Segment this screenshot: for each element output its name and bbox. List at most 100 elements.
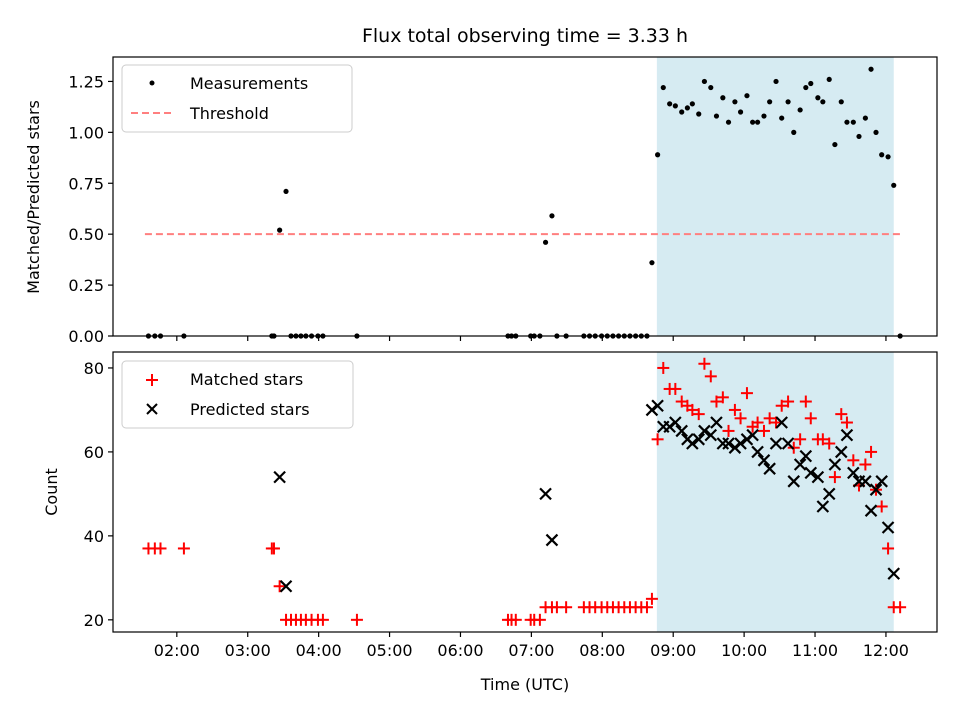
predicted-star-point: [840, 428, 854, 442]
measurement-point: [679, 109, 685, 115]
predicted-star-point: [804, 466, 818, 480]
legend-label-matched: Matched stars: [190, 370, 303, 389]
count-y-axis-label: Count: [42, 468, 61, 516]
matched-star-point: [710, 395, 723, 408]
matched-star-point: [751, 416, 764, 429]
x-axis-label: Time (UTC): [480, 675, 569, 694]
measurement-point: [885, 154, 891, 160]
matched-star-point: [859, 458, 872, 471]
matched-star-point: [154, 542, 167, 555]
predicted-star-point: [751, 445, 764, 459]
ratio-axes: 0.00 0.25 0.50 0.75 1.00 1.25 Flux total obse…: [24, 25, 938, 346]
measurement-point: [761, 113, 767, 119]
predicted-star-point: [675, 424, 688, 438]
y-tick-label: 60: [84, 443, 104, 462]
matched-star-point: [645, 592, 658, 605]
predicted-star-point: [875, 475, 888, 488]
predicted-star-point: [539, 487, 552, 501]
matched-star-point: [716, 391, 729, 404]
matched-star-point: [692, 408, 705, 421]
measurement-point: [868, 66, 874, 72]
matched-star-point: [782, 395, 795, 408]
ratio-axes-frame: [112, 56, 938, 337]
x-tick-label: 09:00: [650, 641, 696, 660]
predicted-star-point: [545, 533, 559, 547]
count-legend-box: [121, 360, 354, 429]
measurement-point: [667, 101, 673, 107]
matched-star-point: [775, 399, 788, 412]
observing-window-shade: [656, 57, 894, 336]
measurement-point: [549, 213, 555, 219]
observing-window-shade: [656, 352, 894, 632]
predicted-star-point: [787, 475, 801, 488]
matched-star-point: [509, 613, 522, 626]
y-tick-label: 0.00: [68, 327, 104, 346]
measurement-point: [820, 99, 826, 105]
count-axes-frame: [112, 351, 938, 633]
measurement-point: [713, 113, 720, 119]
x-tick-label: 06:00: [437, 641, 483, 660]
predicted-star-point: [686, 437, 699, 450]
matched-star-point: [651, 433, 664, 446]
matched-star-point: [686, 403, 699, 416]
measurement-point: [672, 103, 678, 109]
measurement-point: [803, 84, 809, 91]
matched-star-point: [273, 580, 286, 593]
matched-star-point: [757, 424, 770, 437]
x-tick-label: 12:00: [863, 641, 909, 660]
predicted-star-point: [769, 437, 783, 450]
measurement-point: [684, 105, 690, 111]
matched-star-point: [657, 361, 670, 374]
matched-star-point: [847, 454, 860, 467]
measurement-point: [277, 227, 283, 233]
predicted-star-point: [669, 416, 682, 429]
matched-star-point: [640, 601, 653, 614]
legend-label-predicted: Predicted stars: [190, 400, 310, 419]
matched-star-point: [669, 382, 682, 395]
predicted-star-point: [859, 475, 872, 488]
measurement-point: [773, 78, 779, 85]
legend-marker-matched: [146, 374, 158, 386]
predicted-star-point: [722, 437, 735, 450]
measurement-point: [785, 99, 791, 105]
predicted-star-point: [704, 428, 718, 442]
predicted-star-point: [822, 487, 836, 501]
predicted-star-point: [887, 567, 901, 580]
chart-title: Flux total observing time = 3.33 h: [362, 25, 688, 47]
measurement-point: [649, 260, 655, 266]
measurement-point: [660, 84, 666, 91]
predicted-star-point: [746, 428, 759, 442]
ratio-legend: Measurements Threshold: [121, 64, 353, 133]
measurement-point: [767, 99, 773, 105]
x-tick-label: 05:00: [367, 641, 413, 660]
measurement-point: [791, 129, 797, 135]
predicted-star-point: [692, 433, 706, 446]
matched-star-point: [804, 412, 817, 425]
measurement-point: [542, 239, 549, 245]
x-tick-label: 10:00: [721, 641, 767, 660]
predicted-star-point: [816, 500, 830, 513]
matched-star-point: [799, 395, 812, 408]
measurement-point: [808, 80, 814, 87]
predicted-star-point: [734, 437, 747, 450]
measurement-point: [856, 133, 862, 140]
predicted-star-point: [273, 470, 286, 484]
matched-star-point: [828, 471, 841, 484]
predicted-star-point: [799, 449, 813, 463]
matched-star-point: [698, 357, 711, 370]
matched-star-point: [865, 445, 878, 458]
legend-marker-measurements: [149, 80, 155, 86]
measurement-point: [696, 111, 702, 117]
predicted-star-point: [698, 424, 711, 438]
measurement-point: [826, 76, 832, 83]
measurement-point: [744, 93, 750, 99]
measurement-point: [750, 119, 756, 125]
matched-star-point: [533, 613, 546, 626]
measurement-point: [832, 141, 838, 148]
measurement-point: [701, 78, 708, 85]
legend-label-measurements: Measurements: [190, 74, 308, 93]
predicted-star-point: [828, 458, 842, 471]
y-tick-label: 0.50: [68, 225, 104, 244]
matched-star-point: [722, 424, 735, 437]
x-tick-label: 03:00: [225, 641, 271, 660]
